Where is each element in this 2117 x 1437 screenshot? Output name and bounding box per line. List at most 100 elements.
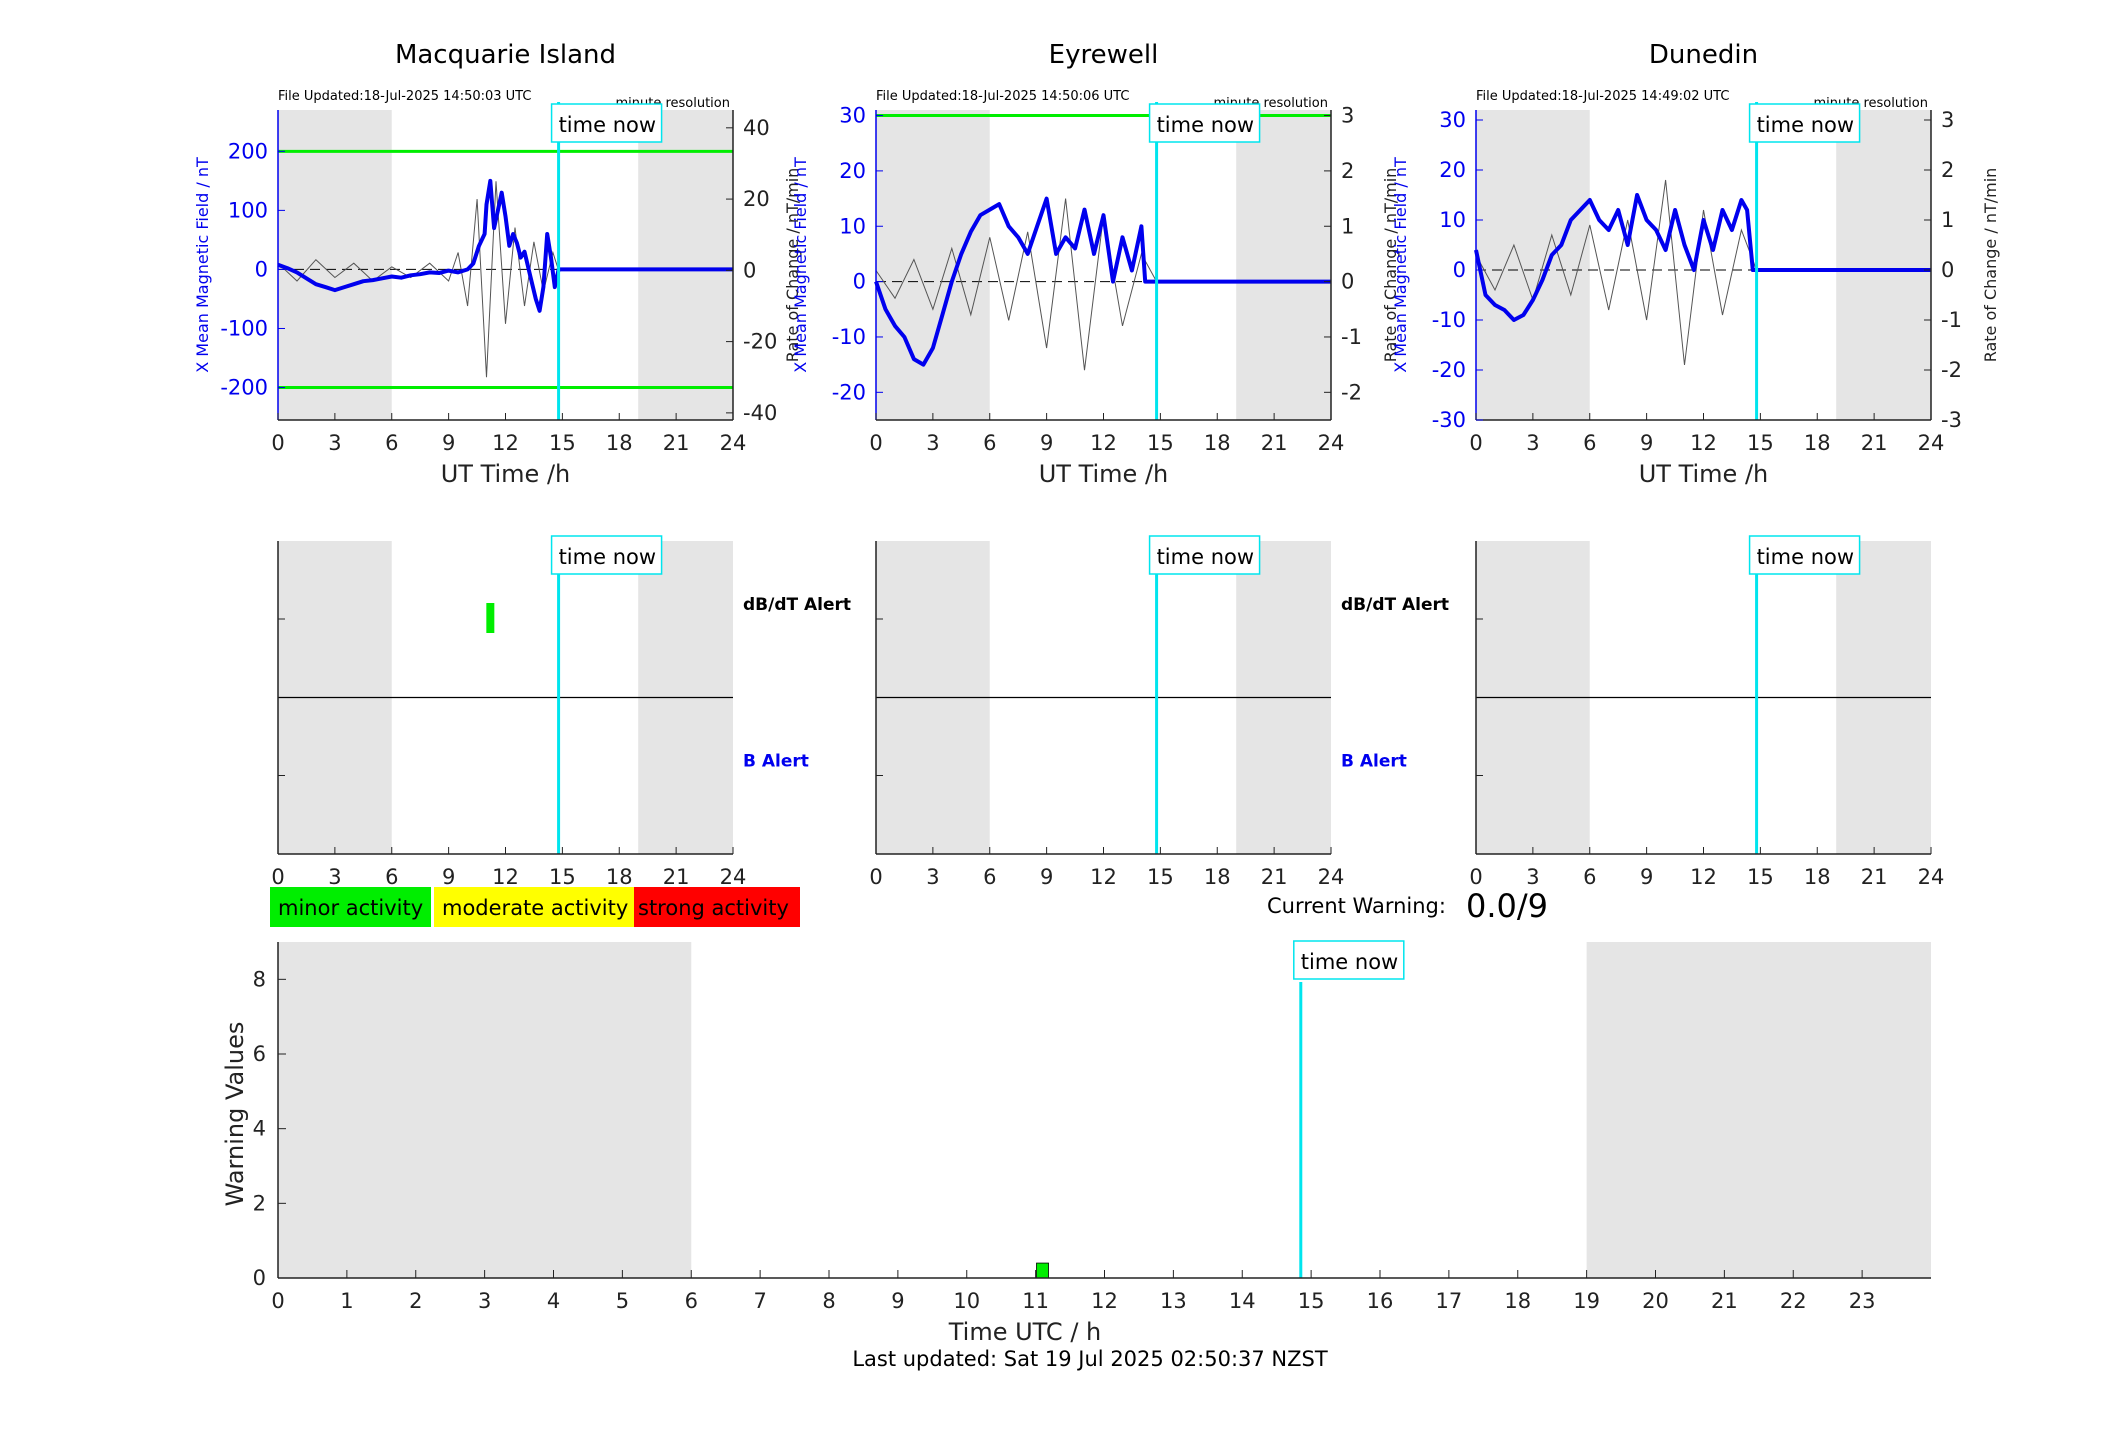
macquarie-island-xtick-label: 3: [328, 431, 341, 455]
warning-night-shade-0: [278, 942, 692, 1278]
warning-xtick-label: 20: [1642, 1289, 1669, 1313]
eyrewell-xtick-label: 0: [869, 431, 882, 455]
dunedin-alert-plot: time now 0 3 6 9 12 15 18 21 24: [1469, 535, 1945, 889]
macquarie-island-xtick-label: 18: [606, 431, 633, 455]
macquarie-island-xtick-label: 15: [549, 431, 576, 455]
warning-xtick-label: 1: [340, 1289, 353, 1313]
macquarie-island-ylabel-left: X Mean Magnetic Field / nT: [193, 157, 212, 373]
macquarie-island-alert-xtick-label: 6: [385, 865, 398, 889]
dunedin-field-series: [1474, 193, 1931, 322]
warning-ytick-label: 2: [253, 1191, 266, 1215]
eyrewell-y2tick-label: -2: [1341, 380, 1362, 404]
warning-xtick-label: 4: [547, 1289, 560, 1313]
dunedin-ytick-label: -20: [1432, 358, 1466, 382]
dunedin-ytick-label: 10: [1439, 208, 1466, 232]
eyrewell-xtick-label: 18: [1204, 431, 1231, 455]
dunedin-alert-time-now-box: [1748, 535, 1861, 575]
macquarie-island-alert-xtick-label: 0: [271, 865, 284, 889]
dunedin-ytick-label: 0: [1453, 258, 1466, 282]
macquarie-island-ytick-label: 100: [228, 198, 268, 222]
dunedin-alert-xtick-label: 12: [1690, 865, 1717, 889]
dunedin-alert-xtick-label: 9: [1640, 865, 1653, 889]
eyrewell-ylabel-right: Rate of Change / nT/min: [1381, 168, 1400, 363]
macquarie-island-xtick-label: 6: [385, 431, 398, 455]
eyrewell-alert-time-now-label: time now: [1157, 545, 1254, 569]
eyrewell-field-series: [874, 196, 1331, 367]
dunedin-night-shade-1: [1836, 110, 1931, 420]
dunedin-field-plot: Dunedin File Updated:18-Jul-2025 14:49:02…: [1391, 40, 2000, 488]
eyrewell-alert-xtick-label: 9: [1040, 865, 1053, 889]
eyrewell-alert-xtick-label: 0: [869, 865, 882, 889]
eyrewell-alert-xtick-label: 24: [1318, 865, 1345, 889]
macquarie-island-alert-xtick-label: 21: [663, 865, 690, 889]
eyrewell-ytick-label: -20: [832, 380, 866, 404]
dunedin-xtick-label: 3: [1526, 431, 1539, 455]
dunedin-time-now-box: [1748, 103, 1861, 143]
current-warning-label: Current Warning:: [1267, 894, 1446, 918]
eyrewell-y2tick-label: 2: [1341, 159, 1354, 183]
dunedin-xtick-label: 24: [1918, 431, 1945, 455]
macquarie-island-y2tick-label: -20: [743, 330, 777, 354]
macquarie-island-ylabel-right: Rate of Change / nT/min: [783, 168, 802, 363]
dunedin-xtick-label: 21: [1861, 431, 1888, 455]
eyrewell-alert-xtick-label: 18: [1204, 865, 1231, 889]
eyrewell-xtick-label: 9: [1040, 431, 1053, 455]
macquarie-island-alert-b-label: B Alert: [743, 752, 809, 772]
warning-xlabel: Time UTC / h: [948, 1318, 1102, 1346]
macquarie-alert-plot: time now 0 3 6 9 12 15 18 21 24 dB/dT Alert B Alert: [271, 535, 851, 889]
warning-xtick-label: 3: [478, 1289, 491, 1313]
eyrewell-xtick-label: 15: [1147, 431, 1174, 455]
macquarie-island-xtick-label: 21: [663, 431, 690, 455]
dunedin-y2tick-label: -1: [1941, 308, 1962, 332]
legend-moderate-swatch: [434, 887, 634, 927]
eyrewell-xlabel: UT Time /h: [1039, 460, 1169, 488]
dunedin-y2tick-label: 3: [1941, 108, 1954, 132]
dunedin-y2tick-label: -2: [1941, 358, 1962, 382]
eyrewell-night-shade-0: [876, 110, 990, 420]
eyrewell-xtick-label: 3: [926, 431, 939, 455]
legend-moderate-label: moderate activity: [442, 896, 628, 920]
dunedin-alert-xtick-label: 3: [1526, 865, 1539, 889]
warning-xtick-label: 21: [1711, 1289, 1738, 1313]
macquarie-island-ytick-label: -200: [220, 376, 268, 400]
warning-ytick-label: 0: [253, 1266, 266, 1290]
dunedin-alert-xtick-label: 24: [1918, 865, 1945, 889]
warning-xtick-label: 19: [1573, 1289, 1600, 1313]
macquarie-island-alert-xtick-label: 15: [549, 865, 576, 889]
eyrewell-ytick-label: 30: [839, 104, 866, 128]
warning-xtick-label: 0: [271, 1289, 284, 1313]
warning-xtick-label: 10: [953, 1289, 980, 1313]
dunedin-xlabel: UT Time /h: [1639, 460, 1769, 488]
eyrewell-night-shade-1: [1236, 110, 1331, 420]
macquarie-island-night-shade-1: [638, 110, 733, 420]
eyrewell-xtick-label: 12: [1090, 431, 1117, 455]
macquarie-island-file-updated: File Updated:18-Jul-2025 14:50:03 UTC: [278, 89, 531, 104]
dunedin-xtick-label: 18: [1804, 431, 1831, 455]
current-warning-value: 0.0/9: [1466, 887, 1548, 925]
eyrewell-title: Eyrewell: [1049, 40, 1159, 70]
warning-xtick-label: 11: [1022, 1289, 1049, 1313]
eyrewell-y2tick-label: 3: [1341, 104, 1354, 128]
macquarie-island-ytick-label: -100: [220, 316, 268, 340]
dunedin-xtick-label: 0: [1469, 431, 1482, 455]
eyrewell-ytick-label: 20: [839, 159, 866, 183]
legend-strong-label: strong activity: [638, 896, 789, 920]
dunedin-xtick-label: 15: [1747, 431, 1774, 455]
dunedin-time-now-label: time now: [1757, 113, 1854, 137]
dunedin-ylabel-left: X Mean Magnetic Field / nT: [1391, 157, 1410, 373]
macquarie-island-night-shade-0: [278, 110, 392, 420]
dunedin-alert-xtick-label: 18: [1804, 865, 1831, 889]
warning-xtick-label: 13: [1160, 1289, 1187, 1313]
eyrewell-y2tick-label: -1: [1341, 325, 1362, 349]
warning-xtick-label: 16: [1367, 1289, 1394, 1313]
eyrewell-ytick-label: 0: [853, 270, 866, 294]
dunedin-xtick-label: 12: [1690, 431, 1717, 455]
macquarie-island-alert-xtick-label: 18: [606, 865, 633, 889]
warning-ylabel: Warning Values: [221, 1022, 249, 1207]
macquarie-island-alert-xtick-label: 9: [442, 865, 455, 889]
macquarie-island-alert-time-now-label: time now: [559, 545, 656, 569]
dunedin-title: Dunedin: [1649, 40, 1758, 70]
macquarie-island-title: Macquarie Island: [395, 40, 616, 70]
